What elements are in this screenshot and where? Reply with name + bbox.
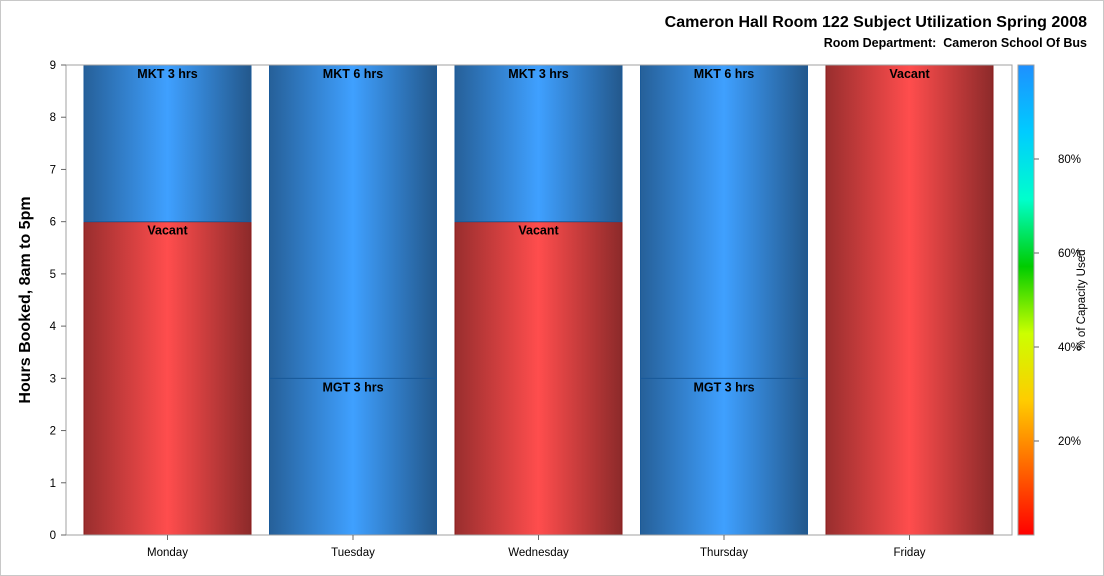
segment-label: MKT 3 hrs bbox=[508, 67, 568, 81]
bar-segment bbox=[640, 64, 808, 379]
bar-segment bbox=[825, 64, 994, 536]
chart-title: Cameron Hall Room 122 Subject Utilizatio… bbox=[664, 14, 1087, 31]
x-tick-label: Thursday bbox=[700, 547, 748, 559]
x-tick-label: Wednesday bbox=[508, 547, 569, 559]
segment-label: Vacant bbox=[147, 224, 188, 238]
y-tick-label: 9 bbox=[50, 60, 56, 72]
y-tick-label: 3 bbox=[50, 373, 56, 385]
x-tick-label: Friday bbox=[894, 547, 926, 559]
bar-segment bbox=[269, 377, 437, 536]
segment-label: MGT 3 hrs bbox=[693, 380, 754, 394]
segment-label: MGT 3 hrs bbox=[322, 380, 383, 394]
colorbar-layer: 20% 40% 60% 80% bbox=[1017, 64, 1081, 536]
bars-layer: Vacant MKT 3 hrs MGT 3 hrs MKT 6 hrs Vacant M… bbox=[83, 64, 994, 536]
y-tick-label: 7 bbox=[50, 164, 56, 176]
segment-label: Vacant bbox=[518, 224, 559, 238]
chart-subtitle: Room Department: Cameron School Of Bus bbox=[823, 36, 1087, 50]
bar-segment bbox=[640, 377, 808, 536]
bar-segment bbox=[454, 64, 623, 223]
y-tick-label: 0 bbox=[50, 530, 56, 542]
axes-layer: 0 1 2 3 4 5 6 7 8 9 Monday Tuesday Wednesday Thursday… bbox=[50, 60, 1013, 559]
segment-label: MKT 6 hrs bbox=[694, 67, 754, 81]
y-tick-label: 8 bbox=[50, 112, 56, 124]
colorbar-tick-label: 20% bbox=[1058, 436, 1081, 448]
y-tick-label: 1 bbox=[50, 478, 56, 490]
segment-label: MKT 6 hrs bbox=[323, 67, 383, 81]
bar-segment bbox=[269, 64, 437, 379]
y-tick-label: 6 bbox=[50, 217, 56, 229]
colorbar-tick-label: 60% bbox=[1058, 248, 1081, 260]
colorbar bbox=[1017, 64, 1035, 536]
bar-segment bbox=[454, 221, 623, 536]
bar-segment bbox=[83, 64, 252, 223]
colorbar-tick-label: 40% bbox=[1058, 342, 1081, 354]
y-tick-label: 2 bbox=[50, 426, 56, 438]
x-tick-label: Tuesday bbox=[331, 547, 375, 559]
segment-label: Vacant bbox=[889, 67, 930, 81]
y-tick-label: 4 bbox=[50, 321, 57, 333]
x-tick-label: Monday bbox=[147, 547, 188, 559]
y-tick-label: 5 bbox=[50, 269, 56, 281]
bar-segment bbox=[83, 221, 252, 536]
segment-label: MKT 3 hrs bbox=[137, 67, 197, 81]
colorbar-tick-label: 80% bbox=[1058, 154, 1081, 166]
